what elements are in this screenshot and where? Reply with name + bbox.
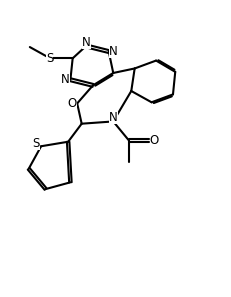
Text: N: N — [82, 36, 91, 49]
Text: O: O — [150, 134, 159, 147]
Text: S: S — [33, 138, 40, 151]
Text: N: N — [109, 45, 118, 58]
Text: N: N — [61, 73, 70, 86]
Text: S: S — [46, 52, 53, 65]
Text: N: N — [109, 111, 118, 124]
Text: O: O — [68, 97, 77, 110]
